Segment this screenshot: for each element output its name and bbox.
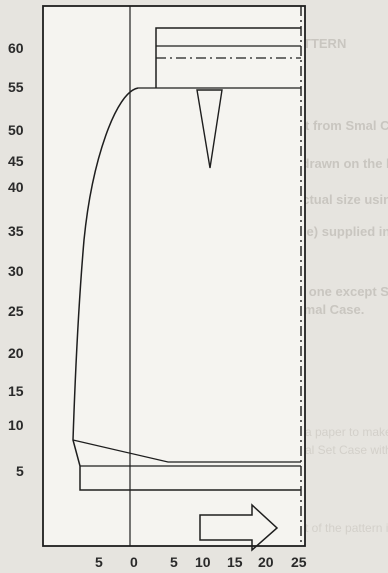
y-tick-label: 30	[8, 263, 24, 279]
sheet-border	[42, 5, 306, 547]
x-tick-label: 0	[130, 554, 138, 570]
y-tick-label: 55	[8, 79, 24, 95]
top-panel	[155, 27, 301, 89]
pattern-sheet	[43, 6, 305, 546]
x-tick-label: 10	[195, 554, 211, 570]
y-tick-label: 15	[8, 383, 24, 399]
x-axis: 5 0 5 10 15 20 25	[95, 554, 307, 570]
y-tick-label: 5	[16, 463, 24, 479]
pattern-left-curve	[72, 87, 301, 491]
arrow-right-icon	[199, 503, 279, 552]
y-tick-label: 50	[8, 122, 24, 138]
x-tick-label: 5	[95, 554, 103, 570]
y-tick-label: 45	[8, 153, 24, 169]
bg-text-line: t of the pattern is the same	[305, 521, 388, 535]
x-tick-label: 20	[258, 554, 274, 570]
dart-shape	[196, 89, 223, 169]
bg-text-line: actual size using Special pattern	[295, 192, 388, 207]
y-tick-label: 60	[8, 40, 24, 56]
bg-text-line: n drawn on the line of sheet	[290, 156, 388, 171]
y-axis: 60 55 50 45 40 35 30 25 20 15 10 5	[8, 40, 24, 479]
x-tick-label: 25	[291, 554, 307, 570]
y-tick-label: 35	[8, 223, 24, 239]
y-tick-label: 20	[8, 345, 24, 361]
bg-text-line: al Set Case with the ruler in	[305, 443, 388, 457]
x-tick-label: 15	[227, 554, 243, 570]
background-text: TTERN t from Smal Case. n drawn on the l…	[290, 36, 388, 535]
bg-text-line: ny one except Special Pattern	[290, 284, 388, 299]
x-tick-label: 5	[170, 554, 178, 570]
top-panel-outline	[155, 27, 301, 88]
y-tick-label: 40	[8, 179, 24, 195]
bg-text-line: TTERN	[303, 36, 346, 51]
y-tick-label: 10	[8, 417, 24, 433]
pattern-outline	[72, 87, 301, 491]
bg-text-line: a paper to make 1 scale Smal	[305, 425, 388, 439]
bg-text-line: t from Smal Case.	[305, 118, 388, 133]
y-tick-label: 25	[8, 303, 24, 319]
bg-text-line: Smal Case.	[295, 302, 364, 317]
bg-text-line: ble) supplied in Smal Case.	[295, 224, 388, 239]
pattern-inner-edge	[72, 439, 301, 463]
